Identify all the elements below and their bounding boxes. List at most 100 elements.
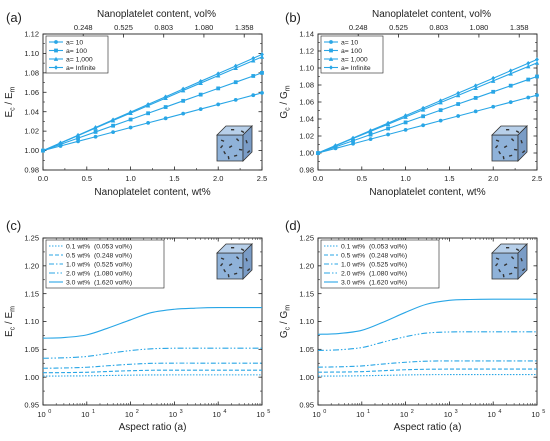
cube-nanoplatelet (233, 154, 238, 157)
cube-nanoplatelet (235, 256, 240, 260)
y-tick-label: 1.04 (299, 115, 314, 124)
series-line (42, 306, 263, 339)
x-tick-label: 10 (356, 410, 364, 419)
data-point (76, 136, 80, 141)
data-point (534, 60, 540, 65)
data-point (111, 117, 115, 123)
y-tick-label: 1.00 (299, 149, 314, 158)
y-axis-title-part: c (285, 107, 292, 111)
cube-nanoplatelet (240, 248, 245, 252)
top-tick-label: 1.080 (195, 23, 214, 32)
top-tick-label: 0.525 (389, 23, 408, 32)
cube-nanoplatelet (521, 150, 526, 154)
series-line (42, 362, 262, 369)
x-tick-label: 10 (488, 410, 496, 419)
legend-marker (54, 40, 58, 44)
y-axis-title-part: G (279, 311, 290, 319)
y-tick-label: 1.14 (299, 30, 314, 39)
x-tick-label: 0.0 (313, 174, 323, 183)
y-tick-label: 0.98 (24, 166, 39, 175)
y-tick-label: 1.00 (24, 146, 39, 155)
data-point (198, 107, 203, 111)
x-tick-exponent: 4 (223, 409, 226, 415)
data-point (93, 134, 98, 139)
y-tick-label: 1.08 (24, 68, 39, 77)
legend-label: 2.0 wt% (1.080 vol%) (341, 270, 407, 277)
x-tick-exponent: 1 (367, 409, 370, 415)
top-tick-label: 0.525 (114, 23, 133, 32)
data-point (181, 86, 186, 92)
data-point (351, 138, 355, 143)
data-point (368, 128, 373, 133)
legend-label: a= 100 (341, 48, 362, 55)
data-point (216, 71, 221, 76)
cube-nanoplatelet (220, 257, 225, 260)
data-point (535, 74, 539, 79)
cube-nanoplatelet (238, 148, 243, 151)
x-tick-exponent: 3 (455, 409, 458, 415)
data-point (526, 60, 531, 66)
y-tick-label: 1.10 (299, 64, 314, 73)
data-point (128, 109, 133, 115)
data-point (456, 114, 461, 118)
data-point (403, 127, 408, 132)
cube-nanoplatelet (245, 257, 248, 262)
y-axis-title-part: E (4, 330, 15, 337)
data-point (508, 83, 513, 88)
data-point (386, 126, 390, 131)
series-group (41, 90, 264, 153)
cube-nanoplatelet (235, 138, 240, 142)
series-line (317, 75, 538, 154)
cube-nanoplatelet (227, 274, 230, 278)
legend-label: 0.5 wt% (0.248 vol%) (341, 252, 407, 259)
data-point (216, 102, 221, 107)
cube-nanoplatelet (233, 272, 238, 275)
data-point (93, 130, 98, 134)
data-point (368, 137, 373, 142)
series-line (42, 369, 262, 374)
cube-nanoplatelet (515, 130, 520, 134)
x-tick-label: 0.0 (38, 174, 48, 183)
data-point (233, 63, 238, 69)
x-axis-title: Aspect ratio (a) (119, 422, 187, 433)
x-tick-label: 1.0 (125, 174, 135, 183)
top-tick-label: 1.358 (235, 23, 254, 32)
data-point (403, 120, 408, 125)
data-point (260, 70, 264, 75)
series-group (42, 306, 263, 339)
legend-label: 1.0 wt% (0.525 vol%) (66, 261, 132, 268)
data-point (491, 89, 496, 94)
data-point (111, 130, 115, 135)
y-tick-label: 0.95 (24, 401, 39, 410)
data-point (535, 57, 539, 62)
y-tick-label: 1.08 (299, 81, 314, 90)
cube-nanoplatelet (502, 156, 505, 160)
data-point (163, 94, 168, 100)
data-point (526, 77, 531, 82)
series-line (317, 368, 537, 373)
cube-nanoplatelet (508, 272, 513, 275)
cube-nanoplatelet (223, 150, 227, 155)
series-group (42, 369, 262, 374)
data-point (491, 78, 496, 83)
y-axis-title-part: m (285, 305, 292, 311)
x-tick-label: 1.0 (400, 174, 410, 183)
legend-label: 0.1 wt% (0.053 vol%) (66, 243, 132, 250)
series-group (317, 374, 537, 377)
series-group (317, 368, 537, 373)
cube-nanoplatelet (513, 148, 518, 151)
legend-label: a= Infinite (341, 65, 371, 72)
y-tick-label: 1.04 (24, 107, 39, 116)
x-tick-label: 2.0 (488, 174, 498, 183)
legend-marker (54, 65, 58, 70)
x-tick-exponent: 3 (180, 409, 183, 415)
composite-cube-icon (491, 243, 528, 280)
y-tick-label: 1.02 (24, 127, 39, 136)
cube-nanoplatelet (502, 274, 505, 278)
top-tick-label: 0.803 (154, 23, 173, 32)
cube-nanoplatelet (245, 139, 248, 144)
y-tick-label: 1.20 (299, 261, 314, 270)
series-line (317, 94, 538, 154)
y-tick-label: 1.15 (299, 289, 314, 298)
